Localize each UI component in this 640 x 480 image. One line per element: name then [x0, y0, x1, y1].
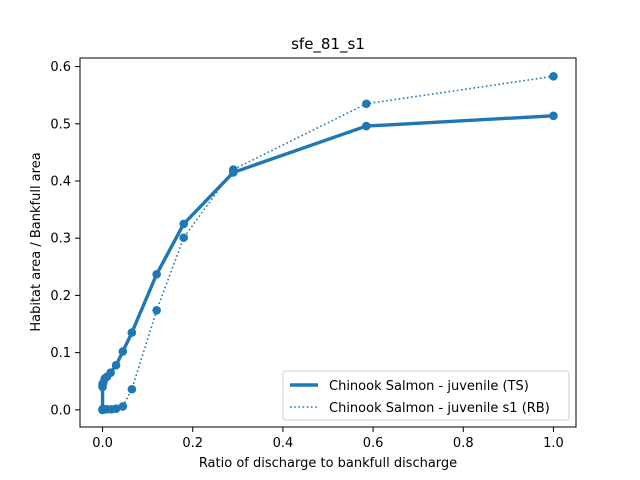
- plot-markers: [98, 72, 558, 415]
- y-axis: 0.0 0.1 0.2 0.3 0.4 0.5 0.6: [50, 60, 80, 418]
- y-tick-label: 0.5: [50, 117, 71, 132]
- y-tick-label: 0.1: [50, 346, 71, 361]
- data-point-s1-13: [549, 72, 558, 81]
- legend-box: [282, 370, 570, 421]
- legend-label-rb: Chinook Salmon - juvenile s1 (RB): [329, 401, 550, 416]
- data-point-s0-11: [152, 269, 161, 279]
- y-axis-label: Habitat area / Bankfull area: [29, 152, 44, 331]
- data-point-s1-12: [362, 99, 371, 109]
- x-tick-label: 1.0: [543, 436, 564, 451]
- y-tick-label: 0.4: [50, 175, 71, 190]
- x-axis: 0.0 0.2 0.4 0.6 0.8 1.0: [92, 427, 564, 451]
- y-tick-label: 0.2: [50, 289, 71, 304]
- legend: Chinook Salmon - juvenile (TS) Chinook S…: [282, 370, 570, 421]
- x-tick-label: 0.6: [363, 436, 384, 451]
- x-tick-label: 0.4: [273, 436, 294, 451]
- x-axis-label: Ratio of discharge to bankfull discharge: [199, 456, 457, 471]
- y-tick-label: 0.6: [50, 60, 71, 75]
- data-point-s1-8: [127, 384, 137, 394]
- data-point-s0-9: [118, 347, 128, 356]
- legend-label-ts: Chinook Salmon - juvenile (TS): [329, 379, 529, 394]
- data-point-s1-6: [111, 404, 121, 413]
- chart-title: sfe_81_s1: [291, 35, 365, 54]
- data-point-s1-9: [152, 305, 161, 315]
- data-point-s0-10: [127, 328, 137, 337]
- data-point-s1-10: [179, 233, 189, 242]
- plot-frame: [79, 57, 577, 428]
- data-point-s1-7: [118, 402, 128, 411]
- y-tick-label: 0.0: [50, 403, 71, 418]
- x-tick-label: 0.0: [92, 436, 113, 451]
- data-point-s1-11: [229, 165, 238, 174]
- y-tick-label: 0.3: [50, 232, 71, 247]
- data-point-s0-7: [106, 368, 115, 377]
- data-point-s0-8: [111, 360, 121, 370]
- x-tick-label: 0.8: [453, 436, 474, 451]
- data-point-s0-12: [179, 219, 189, 229]
- data-point-s0-15: [549, 111, 558, 121]
- x-tick-label: 0.2: [182, 436, 203, 451]
- data-point-s0-14: [362, 121, 371, 131]
